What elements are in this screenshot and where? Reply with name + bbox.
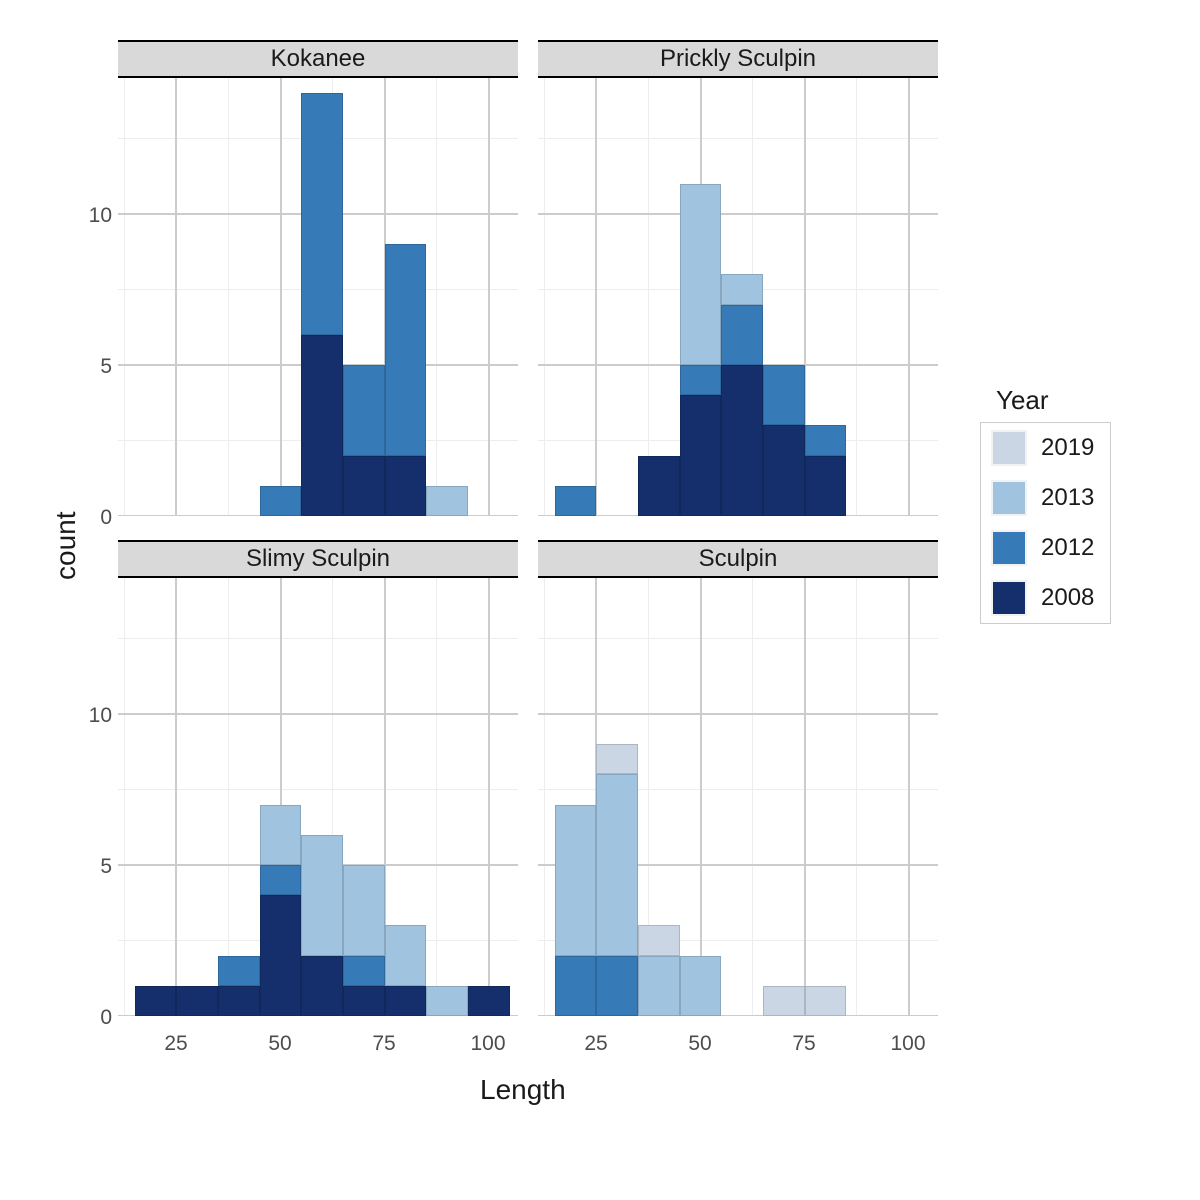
- legend-title: Year: [996, 385, 1111, 416]
- legend-swatch-2013: [993, 482, 1025, 514]
- bar-segment: [468, 986, 510, 1016]
- bar-segment: [680, 184, 722, 365]
- bar-segment: [763, 425, 805, 516]
- facet-panel: [538, 78, 938, 516]
- x-tick-50-col0: 50: [268, 1032, 291, 1056]
- x-tick-75-col0: 75: [372, 1032, 395, 1056]
- bar-segment: [385, 456, 427, 516]
- bar-segment: [596, 744, 638, 774]
- bar-segment: [218, 986, 260, 1016]
- facet-kokanee: Kokanee: [118, 40, 518, 520]
- facet-strip: Prickly Sculpin: [538, 40, 938, 78]
- bar-segment: [680, 956, 722, 1016]
- bar-segment: [721, 274, 763, 304]
- bar-segment: [176, 986, 218, 1016]
- facet-strip: Sculpin: [538, 540, 938, 578]
- legend-label: 2013: [1041, 484, 1094, 512]
- bar-segment: [343, 956, 385, 986]
- bar-segment: [135, 986, 177, 1016]
- y-axis-title: count: [50, 512, 82, 581]
- bar-segment: [638, 956, 680, 1016]
- x-tick-25-col0: 25: [164, 1032, 187, 1056]
- facet-slimy-sculpin: Slimy Sculpin: [118, 540, 518, 1020]
- y-tick-0-row1: 0: [84, 1006, 112, 1030]
- legend-item-2019: 2019: [981, 423, 1110, 473]
- bar-segment: [343, 365, 385, 456]
- bar-segment: [385, 925, 427, 985]
- facet-prickly-sculpin: Prickly Sculpin: [538, 40, 938, 520]
- x-tick-25-col1: 25: [584, 1032, 607, 1056]
- bar-segment: [805, 456, 847, 516]
- bar-segment: [343, 986, 385, 1016]
- bar-segment: [721, 305, 763, 365]
- legend-item-2012: 2012: [981, 523, 1110, 573]
- y-tick-10-row0: 10: [70, 204, 112, 228]
- bar-segment: [596, 956, 638, 1016]
- legend-label: 2012: [1041, 534, 1094, 562]
- bar-segment: [555, 956, 597, 1016]
- bar-segment: [721, 365, 763, 516]
- x-tick-75-col1: 75: [792, 1032, 815, 1056]
- bar-segment: [763, 365, 805, 425]
- x-tick-100-col0: 100: [470, 1032, 505, 1056]
- bar-segment: [385, 986, 427, 1016]
- bar-segment: [555, 805, 597, 956]
- bar-segment: [260, 805, 302, 865]
- x-axis-title: Length: [480, 1074, 566, 1106]
- x-tick-50-col1: 50: [688, 1032, 711, 1056]
- legend-item-2013: 2013: [981, 473, 1110, 523]
- legend-label: 2019: [1041, 434, 1094, 462]
- facet-sculpin: Sculpin: [538, 540, 938, 1020]
- bar-segment: [805, 425, 847, 455]
- facet-panel: [118, 78, 518, 516]
- y-tick-10-row1: 10: [70, 704, 112, 728]
- bar-segment: [343, 456, 385, 516]
- bar-segment: [596, 774, 638, 955]
- legend-label: 2008: [1041, 584, 1094, 612]
- bar-segment: [680, 395, 722, 516]
- bar-segment: [385, 244, 427, 455]
- legend-swatch-2008: [993, 582, 1025, 614]
- facet-strip: Slimy Sculpin: [118, 540, 518, 578]
- bar-segment: [343, 865, 385, 956]
- bar-segment: [301, 93, 343, 335]
- bar-segment: [260, 895, 302, 1016]
- y-tick-5-row0: 5: [84, 355, 112, 379]
- chart-area: Kokanee Prickly Sculpin Slimy Sculpin Sc…: [118, 40, 938, 1030]
- facet-panel: [118, 578, 518, 1016]
- legend-box: 2019 2013 2012 2008: [980, 422, 1111, 624]
- bar-segment: [805, 986, 847, 1016]
- bar-segment: [680, 365, 722, 395]
- facet-panel: [538, 578, 938, 1016]
- legend: Year 2019 2013 2012 2008: [980, 385, 1111, 624]
- bar-segment: [260, 486, 302, 516]
- bar-segment: [426, 486, 468, 516]
- bar-segment: [763, 986, 805, 1016]
- legend-swatch-2012: [993, 532, 1025, 564]
- bar-segment: [638, 925, 680, 955]
- x-tick-100-col1: 100: [890, 1032, 925, 1056]
- legend-item-2008: 2008: [981, 573, 1110, 623]
- bar-segment: [301, 956, 343, 1016]
- bar-segment: [218, 956, 260, 986]
- y-tick-5-row1: 5: [84, 855, 112, 879]
- bar-segment: [638, 456, 680, 516]
- bar-segment: [260, 865, 302, 895]
- bar-segment: [301, 335, 343, 516]
- facet-strip: Kokanee: [118, 40, 518, 78]
- bar-segment: [301, 835, 343, 956]
- bar-segment: [426, 986, 468, 1016]
- legend-swatch-2019: [993, 432, 1025, 464]
- y-tick-0-row0: 0: [84, 506, 112, 530]
- bar-segment: [555, 486, 597, 516]
